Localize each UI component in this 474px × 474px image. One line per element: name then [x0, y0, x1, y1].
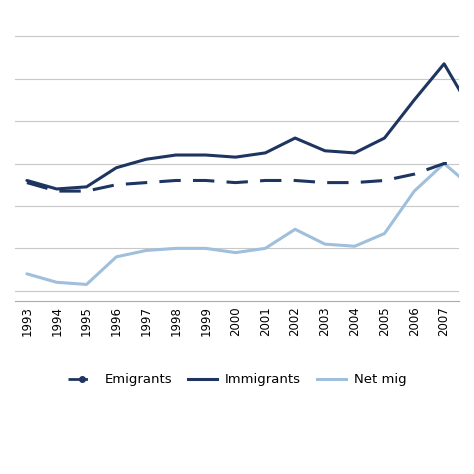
Legend: Emigrants, Immigrants, Net mig: Emigrants, Immigrants, Net mig: [68, 374, 406, 386]
